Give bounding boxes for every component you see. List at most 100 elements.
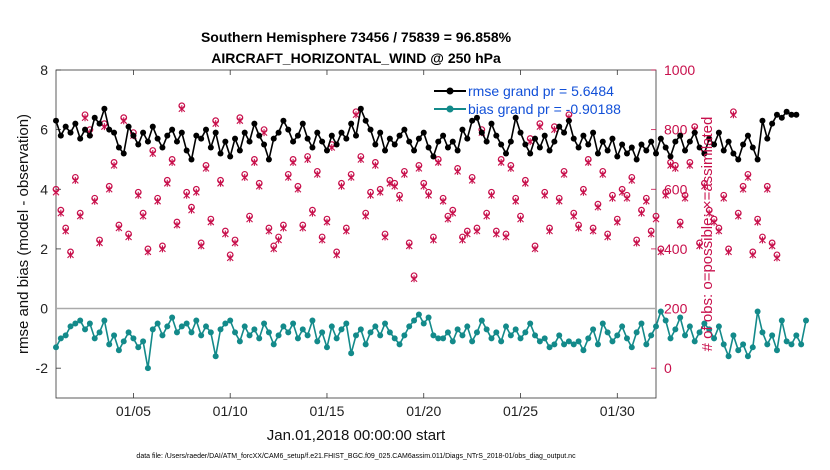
bias-point [798, 341, 805, 348]
bias-point [623, 335, 630, 342]
bias-point [744, 353, 751, 360]
rmse-point [396, 132, 403, 139]
obs-assimilated-point [236, 117, 244, 125]
rmse-point [633, 156, 640, 163]
obs-assimilated-point [671, 164, 679, 172]
rmse-point [280, 117, 287, 124]
rmse-point [207, 144, 214, 151]
rmse-point [382, 147, 389, 154]
bias-point [62, 332, 69, 339]
bias-point [386, 329, 393, 336]
bias-point [149, 326, 156, 333]
obs-assimilated-point [662, 191, 670, 199]
obs-assimilated-point [642, 197, 650, 205]
bias-point [120, 338, 127, 345]
rmse-point [773, 111, 780, 118]
bias-point [169, 314, 176, 321]
obs-assimilated-point [396, 194, 403, 202]
x-tick-label: 01/30 [600, 403, 635, 419]
rmse-point [594, 150, 601, 157]
obs-assimilated-point [231, 239, 239, 247]
rmse-point [294, 132, 301, 139]
rmse-point [144, 138, 151, 145]
bias-point [686, 323, 693, 330]
y-left-tick-label: 6 [40, 122, 48, 138]
obs-assimilated-point [120, 117, 128, 125]
bias-point [749, 344, 756, 351]
bias-point [430, 332, 437, 339]
obs-assimilated-point [96, 239, 103, 247]
rmse-point [628, 144, 635, 151]
rmse-point [677, 132, 684, 139]
bias-point [653, 323, 659, 330]
bias-point [449, 338, 456, 345]
x-tick-label: 01/25 [503, 403, 538, 419]
y-left-tick-label: 8 [40, 62, 48, 78]
bias-point [565, 338, 572, 345]
bias-point [599, 320, 606, 327]
bias-point [357, 326, 364, 333]
rmse-point [715, 129, 722, 136]
obs-assimilated-point [580, 188, 587, 196]
rmse-point [111, 129, 118, 136]
obs-assimilated-point [173, 221, 181, 229]
obs-assimilated-point [473, 227, 481, 235]
obs-assimilated-point [289, 158, 297, 166]
rmse-point [53, 117, 59, 124]
obs-assimilated-point [638, 209, 645, 217]
rmse-point [619, 141, 626, 148]
bias-point [435, 335, 442, 342]
obs-assimilated-point [420, 182, 428, 190]
bias-point [111, 332, 118, 339]
bias-point [754, 308, 761, 315]
obs-assimilated-point [323, 218, 331, 226]
obs-assimilated-point [149, 149, 157, 157]
rmse-point [169, 126, 176, 133]
bias-point [67, 323, 74, 330]
legend-rmse-label: rmse grand pr = 5.6484 [468, 83, 614, 99]
bias-point [711, 335, 718, 342]
bias-point [372, 323, 379, 330]
rmse-point [275, 129, 282, 136]
obs-assimilated-point [357, 155, 365, 163]
bias-point [338, 326, 345, 333]
bias-point [464, 323, 471, 330]
bias-point [178, 323, 185, 330]
rmse-point [706, 135, 713, 142]
x-axis: 01/05 01/10 01/15 01/20 01/25 01/30 [116, 70, 635, 419]
rmse-point [164, 132, 171, 139]
obs-assimilated-point [342, 227, 350, 235]
rmse-point [140, 129, 147, 136]
bias-point [183, 320, 190, 327]
bias-point [323, 344, 330, 351]
obs-assimilated-point [541, 191, 549, 199]
bias-point [483, 326, 490, 333]
obs-assimilated-point [652, 215, 660, 223]
obs-assimilated-point [134, 191, 142, 199]
rmse-point [585, 141, 592, 148]
rmse-point [67, 129, 74, 136]
rmse-point [643, 147, 650, 154]
obs-assimilated-point [347, 173, 355, 181]
obs-assimilated-point [410, 275, 418, 283]
y-left-tick-label: 0 [40, 301, 48, 317]
obs-assimilated-point [338, 182, 345, 190]
obs-assimilated-point [609, 194, 616, 202]
rmse-point [328, 132, 335, 139]
bias-point [198, 332, 205, 339]
obs-assimilated-point [657, 248, 665, 256]
y-right-tick-label: 1000 [664, 62, 695, 78]
obs-assimilated-point [260, 129, 268, 137]
rmse-point [498, 141, 505, 148]
rmse-point [469, 117, 476, 124]
rmse-point [159, 144, 166, 151]
bias-point [677, 314, 684, 321]
rmse-point [532, 135, 539, 142]
bias-point [503, 323, 509, 330]
obs-assimilated-point [386, 179, 394, 187]
rmse-point [212, 129, 219, 136]
rmse-point [686, 138, 693, 145]
obs-assimilated-point [725, 248, 732, 256]
bias-point [773, 347, 780, 354]
